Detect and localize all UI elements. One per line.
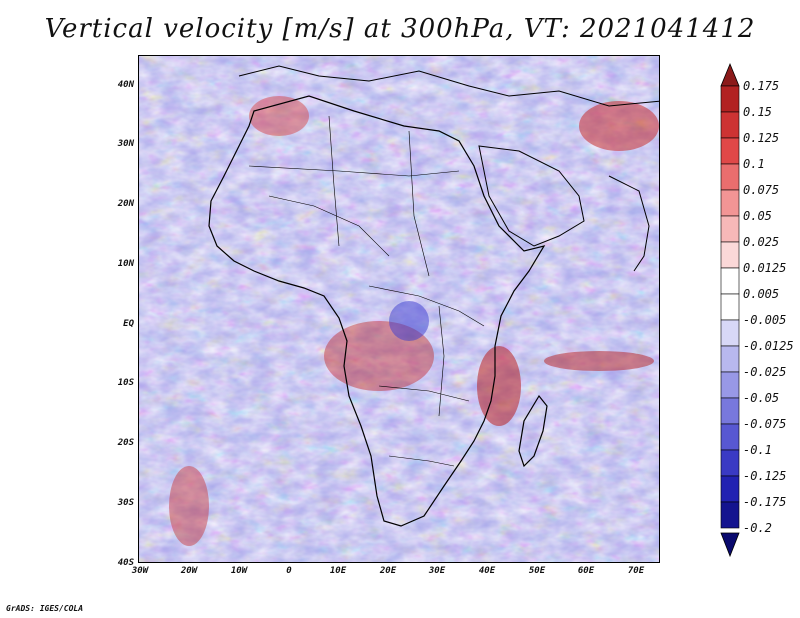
colorbar-bottom-arrow <box>720 532 740 558</box>
lon-label: 70E <box>627 566 645 576</box>
colorbar-cell <box>720 475 740 503</box>
colorbar-label: -0.125 <box>743 469 787 483</box>
colorbar-cell <box>720 397 740 425</box>
colorbar-label: 0.15 <box>743 105 772 119</box>
colorbar-cell <box>720 449 740 477</box>
colorbar-label: 0.025 <box>743 235 780 249</box>
colorbar-label: 0.05 <box>743 209 772 223</box>
colorbar-label: -0.0125 <box>743 339 794 353</box>
lon-label: 60E <box>577 566 595 576</box>
colorbar-label: 0.125 <box>743 131 780 145</box>
lat-label: 40S <box>117 558 134 568</box>
lat-label: 20N <box>117 199 134 209</box>
arabia-coastline <box>478 145 585 247</box>
lat-label: 10N <box>117 259 134 269</box>
colorbar-cell <box>720 501 740 529</box>
lat-label: 30S <box>117 498 134 508</box>
lat-label: 10S <box>117 378 134 388</box>
lon-label: 20E <box>379 566 397 576</box>
colorbar-label: -0.175 <box>743 495 787 509</box>
lon-label: 30E <box>428 566 446 576</box>
colorbar-label: 0.175 <box>743 79 780 93</box>
lon-label: 40E <box>478 566 496 576</box>
lon-label: 10W <box>230 566 248 576</box>
lon-label: 20W <box>180 566 198 576</box>
hotspot <box>169 466 209 546</box>
coldspot <box>389 301 429 341</box>
hotspot <box>249 96 309 136</box>
colorbar-label: -0.025 <box>743 365 787 379</box>
colorbar-label: -0.05 <box>743 391 780 405</box>
colorbar-label: -0.2 <box>743 521 772 535</box>
plot-title: Vertical velocity [m/s] at 300hPa, VT: 2… <box>44 14 756 44</box>
lon-label: 30W <box>131 566 149 576</box>
colorbar-cell <box>720 215 740 243</box>
lat-label: 40N <box>117 80 134 90</box>
colorbar-cell <box>720 111 740 139</box>
colorbar-label: 0.005 <box>743 287 780 301</box>
lat-label: 30N <box>117 139 134 149</box>
colorbar-cell <box>720 319 740 347</box>
footer-credit: GrADS: IGES/COLA <box>6 604 84 613</box>
velocity-field <box>139 56 659 562</box>
africa-coastline <box>208 95 546 527</box>
colorbar-label: 0.0125 <box>743 261 787 275</box>
colorbar-cell <box>720 189 740 217</box>
lon-label: 50E <box>528 566 546 576</box>
velocity-map <box>138 55 660 563</box>
hotspot <box>477 346 521 426</box>
colorbar-label: -0.075 <box>743 417 787 431</box>
lat-label: EQ <box>123 319 134 329</box>
country-borders <box>248 115 485 467</box>
hotspot <box>579 101 659 151</box>
colorbar-label: 0.1 <box>743 157 765 171</box>
colorbar-cell <box>720 345 740 373</box>
lon-label: 0 <box>286 566 292 576</box>
colorbar-cell <box>720 267 740 295</box>
colorbar-cell <box>720 85 740 113</box>
colorbar-label: -0.005 <box>743 313 787 327</box>
colorbar-cell <box>720 293 740 321</box>
colorbar-label: -0.1 <box>743 443 772 457</box>
lat-label: 20S <box>117 438 134 448</box>
lon-label: 10E <box>329 566 347 576</box>
colorbar-cells <box>720 85 740 529</box>
colorbar-cell <box>720 371 740 399</box>
europe-coastline <box>238 65 659 107</box>
india-coastline <box>608 175 650 272</box>
hotspot <box>544 351 654 371</box>
colorbar-top-arrow <box>720 62 740 87</box>
colorbar-cell <box>720 241 740 269</box>
colorbar <box>720 62 740 558</box>
madagascar-coastline <box>518 394 548 468</box>
colorbar-label: 0.075 <box>743 183 780 197</box>
colorbar-cell <box>720 423 740 451</box>
colorbar-cell <box>720 163 740 191</box>
colorbar-cell <box>720 137 740 165</box>
